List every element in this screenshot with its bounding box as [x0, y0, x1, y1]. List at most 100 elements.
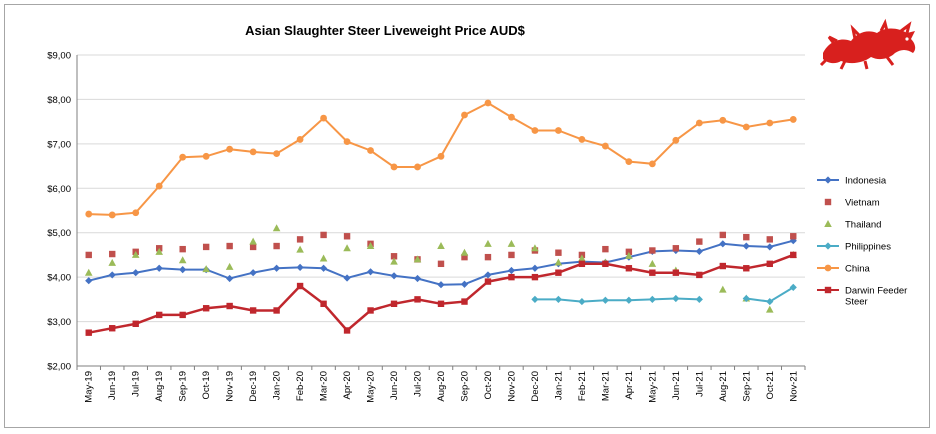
data-point: [578, 136, 586, 143]
data-point: [437, 281, 445, 289]
data-point: [766, 260, 773, 268]
x-tick-label: Apr-21: [624, 371, 635, 400]
data-point: [555, 127, 562, 134]
series-vietnam: [85, 231, 797, 268]
data-point: [249, 269, 257, 277]
legend-item: Vietnam: [824, 198, 880, 209]
data-point: [273, 242, 280, 250]
x-tick-label: Feb-21: [577, 371, 588, 401]
data-point: [507, 239, 516, 247]
data-point: [273, 307, 280, 314]
x-tick-label: Mar-21: [600, 371, 611, 401]
data-point: [484, 271, 492, 279]
data-point: [508, 251, 515, 259]
data-point: [249, 148, 257, 156]
data-point: [789, 283, 797, 291]
data-point: [602, 260, 609, 268]
data-point: [602, 245, 609, 253]
data-series: [84, 99, 798, 336]
data-point: [766, 243, 774, 251]
legend-item: Philippines: [817, 242, 891, 253]
data-point: [648, 295, 656, 303]
legend-label: Indonesia: [845, 176, 887, 187]
data-point: [179, 311, 186, 319]
data-point: [743, 233, 750, 241]
y-tick-label: $3,00: [47, 317, 71, 328]
data-point: [601, 296, 609, 304]
data-point: [225, 262, 234, 270]
data-point: [789, 116, 797, 123]
data-point: [578, 297, 586, 306]
x-tick-label: Oct-20: [483, 371, 494, 400]
data-point: [790, 251, 797, 259]
data-point: [461, 298, 468, 305]
data-point: [179, 245, 186, 253]
x-tick-label: Oct-19: [201, 371, 212, 400]
legend-item: Darwin Feeder Steer: [817, 286, 907, 308]
x-tick-label: Nov-19: [225, 371, 236, 402]
data-point: [296, 282, 304, 290]
data-point: [743, 265, 750, 272]
data-point: [85, 251, 92, 259]
data-point: [508, 113, 515, 121]
data-point: [202, 265, 210, 273]
data-point: [367, 307, 374, 314]
data-point: [625, 265, 633, 272]
data-point: [531, 295, 539, 303]
data-point: [484, 253, 492, 261]
data-point: [109, 250, 116, 258]
data-point: [249, 243, 257, 251]
legend-label-line: Steer: [845, 297, 868, 308]
data-point: [84, 268, 93, 276]
data-point: [766, 119, 774, 127]
data-point: [319, 254, 328, 262]
data-point: [390, 163, 398, 171]
data-point: [273, 150, 281, 158]
series-philippines: [531, 283, 797, 306]
y-tick-label: $9,00: [47, 51, 71, 62]
data-point: [319, 264, 328, 272]
legend-label-line: Darwin Feeder: [845, 286, 907, 297]
data-point: [366, 268, 375, 276]
data-point: [625, 296, 633, 304]
data-point: [719, 240, 727, 248]
y-tick-label: $7,00: [47, 139, 71, 150]
x-tick-label: Aug-21: [718, 371, 729, 402]
data-point: [179, 153, 187, 161]
data-point: [296, 136, 304, 143]
data-point: [320, 300, 327, 307]
x-tick-label: Jun-21: [671, 371, 682, 400]
y-axis: $2,00 $3,00 $4,00 $5,00 $6,00 $7,00 $8,00 $9,00: [47, 51, 78, 373]
data-point: [601, 142, 609, 150]
data-point: [343, 274, 351, 282]
data-point: [155, 264, 163, 272]
data-point: [273, 264, 281, 272]
legend-marker: [824, 286, 832, 294]
legend-item: Thailand: [824, 220, 881, 231]
data-point: [296, 245, 304, 253]
legend-item: China: [817, 264, 871, 275]
data-point: [555, 249, 562, 256]
y-tick-label: $5,00: [47, 228, 71, 239]
data-point: [672, 269, 680, 276]
legend-marker: [824, 242, 832, 250]
data-point: [460, 248, 469, 256]
data-point: [461, 253, 468, 261]
data-point: [343, 138, 351, 146]
data-point: [390, 253, 398, 260]
x-tick-label: Aug-20: [436, 371, 447, 402]
data-point: [249, 307, 257, 314]
legend-marker: [824, 264, 832, 272]
data-point: [155, 311, 163, 319]
data-point: [578, 260, 586, 268]
data-point: [531, 244, 539, 252]
data-point: [765, 305, 774, 313]
x-tick-label: Jun-19: [107, 371, 118, 400]
data-point: [413, 255, 422, 263]
data-point: [343, 233, 351, 240]
data-point: [390, 257, 398, 265]
x-tick-label: Nov-20: [506, 371, 517, 402]
data-point: [649, 269, 656, 276]
x-tick-label: Apr-20: [342, 371, 353, 400]
data-point: [131, 250, 140, 258]
